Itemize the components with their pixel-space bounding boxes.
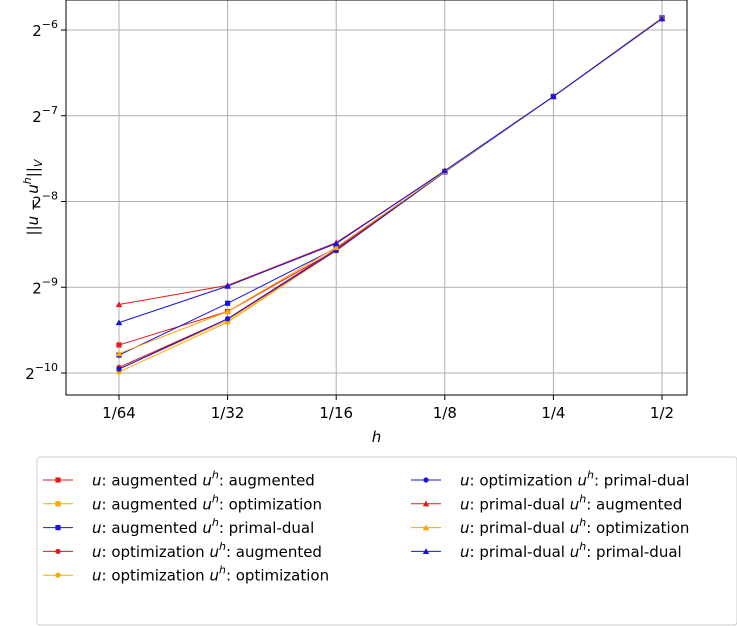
series-marker	[55, 501, 61, 507]
y-tick-label: 2−6	[32, 18, 58, 40]
y-tick-base: 2	[32, 108, 42, 126]
legend-item: u: augmented uh: augmented	[43, 469, 315, 490]
y-tick-exponent: −10	[35, 361, 58, 374]
series-line	[118, 18, 663, 324]
series-marker	[55, 477, 61, 483]
x-axis-label: h	[372, 428, 382, 446]
series-marker	[55, 548, 61, 555]
series-marker	[225, 300, 231, 306]
x-tick-label: 1/32	[211, 404, 245, 422]
grid	[66, 0, 687, 395]
series-marker	[55, 525, 61, 531]
y-tick-label: 2−10	[25, 361, 58, 383]
legend-item: u: primal-dual uh: optimization	[411, 516, 689, 537]
series-marker	[115, 350, 123, 357]
y-tick-exponent: −7	[42, 104, 58, 117]
legend-item: u: optimization uh: primal-dual	[411, 469, 689, 490]
series-marker	[332, 244, 340, 251]
y-tick-base: 2	[32, 22, 42, 40]
legend-label: u: primal-dual uh: augmented	[460, 492, 682, 513]
legend-item: u: augmented uh: primal-dual	[43, 516, 314, 537]
legend-item: u: primal-dual uh: augmented	[411, 492, 682, 513]
series-marker	[115, 319, 123, 326]
series-marker	[55, 572, 61, 578]
series-marker	[116, 366, 122, 372]
legend-item: u: optimization uh: optimization	[43, 564, 329, 585]
y-tick-base: 2	[25, 365, 35, 383]
legend-item: u: augmented uh: optimization	[43, 492, 322, 513]
legend-label: u: augmented uh: augmented	[92, 469, 315, 490]
series-marker	[116, 342, 122, 348]
legend-label: u: augmented uh: primal-dual	[92, 516, 314, 537]
y-axis-label: ||u − uh||V	[21, 158, 45, 235]
y-axis: 2−62−72−82−92−10	[25, 18, 66, 383]
x-tick-label: 1/2	[650, 404, 674, 422]
x-tick-label: 1/4	[541, 404, 565, 422]
x-axis: 1/64 1/32 1/16 1/8 1/4 1/2	[102, 395, 674, 422]
series-marker	[441, 167, 449, 174]
x-tick-label: 1/8	[433, 404, 457, 422]
y-tick-label: 2−7	[32, 104, 58, 126]
x-tick-label: 1/16	[319, 404, 353, 422]
series-layer	[115, 14, 666, 375]
legend-label: u: optimization uh: augmented	[92, 540, 322, 561]
series-marker	[224, 308, 231, 315]
y-tick-label: 2−9	[32, 275, 58, 297]
series-marker	[423, 477, 429, 483]
y-tick-base: 2	[32, 194, 42, 212]
series-primal-dual-primal-dual	[115, 15, 666, 326]
y-tick-exponent: −8	[42, 190, 58, 203]
series-marker	[225, 316, 231, 322]
legend-box	[36, 456, 737, 626]
series-marker	[658, 15, 666, 22]
legend-label: u: optimization uh: primal-dual	[460, 469, 689, 490]
y-tick-label: 2−8	[32, 190, 58, 212]
plot-frame	[65, 0, 688, 396]
legend-label: u: optimization uh: optimization	[92, 564, 329, 585]
series-marker	[550, 93, 557, 100]
legend-item: u: optimization uh: augmented	[43, 540, 322, 561]
x-tick-label: 1/64	[102, 404, 136, 422]
series-marker	[115, 301, 123, 308]
y-tick-exponent: −9	[42, 275, 58, 288]
y-tick-exponent: −6	[42, 18, 58, 31]
series-marker	[422, 548, 430, 554]
series-marker	[224, 282, 231, 289]
legend-label: u: augmented uh: optimization	[92, 492, 322, 513]
series-marker	[422, 524, 430, 531]
y-tick-base: 2	[32, 279, 42, 297]
series-marker	[422, 500, 430, 507]
legend-label: u: primal-dual uh: primal-dual	[460, 540, 682, 561]
series-marker	[332, 240, 340, 247]
legend-item: u: primal-dual uh: primal-dual	[411, 540, 682, 561]
legend-label: u: primal-dual uh: optimization	[460, 516, 689, 537]
